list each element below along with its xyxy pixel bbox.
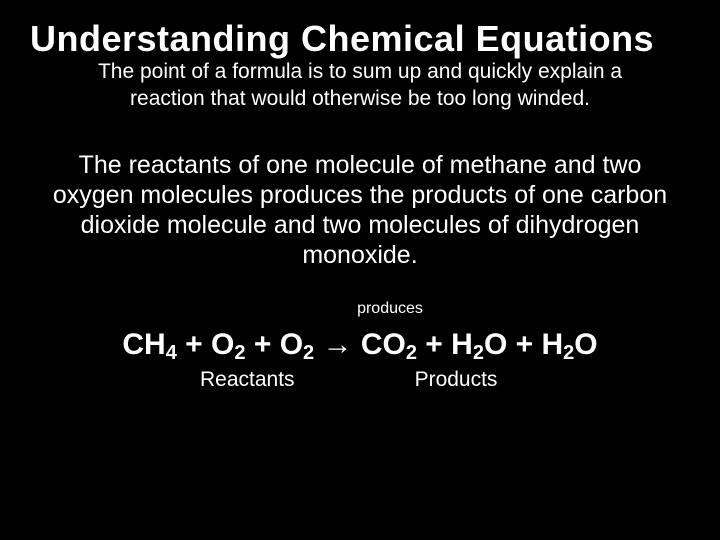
body-paragraph: The reactants of one molecule of methane…: [30, 150, 690, 270]
eq-part: O: [574, 328, 597, 361]
eq-part: + O: [246, 328, 304, 361]
eq-subscript: 4: [166, 342, 177, 364]
eq-part: + H: [417, 328, 473, 361]
eq-subscript: 2: [406, 342, 417, 364]
eq-part: CH: [122, 328, 165, 361]
eq-subscript: 2: [234, 342, 245, 364]
equation-labels: Reactants Products: [30, 368, 690, 392]
arrow-icon: →: [314, 328, 361, 361]
eq-subscript: 2: [563, 342, 574, 364]
intro-paragraph: The point of a formula is to sum up and …: [30, 59, 690, 112]
eq-subscript: 2: [473, 342, 484, 364]
products-label: Products: [415, 368, 498, 392]
eq-part: O + H: [484, 328, 563, 361]
eq-part: + O: [177, 328, 235, 361]
eq-subscript: 2: [303, 342, 314, 364]
eq-part: CO: [361, 328, 406, 361]
chemical-equation: CH4 + O2 + O2 → CO2 + H2O + H2O: [30, 328, 690, 362]
slide-title: Understanding Chemical Equations: [30, 18, 690, 59]
produces-label: produces: [90, 300, 690, 318]
reactants-label: Reactants: [200, 368, 295, 392]
